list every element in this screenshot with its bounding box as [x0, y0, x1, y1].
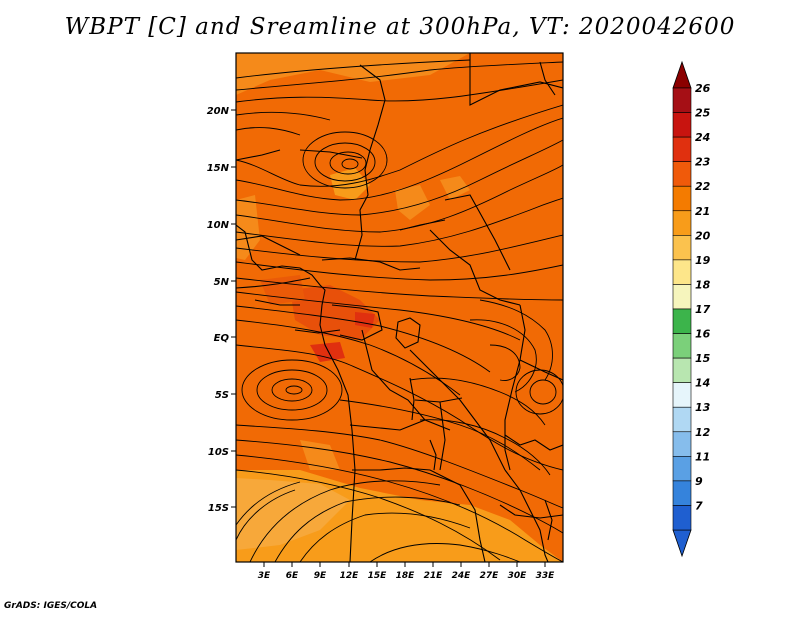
colorbar-cell	[672, 161, 692, 187]
footer-credit: GrADS: IGES/COLA	[4, 601, 98, 611]
colorbar-label: 16	[695, 328, 711, 341]
lon-label: 21E	[424, 571, 444, 581]
colorbar-cell	[672, 185, 692, 212]
lat-label: 15N	[207, 163, 230, 174]
colorbar-label: 21	[695, 205, 710, 218]
map-frame	[235, 52, 564, 563]
colorbar-label: 15	[695, 352, 711, 365]
wbpt-field	[236, 53, 563, 562]
colorbar-label: 9	[695, 475, 703, 488]
colorbar-label: 24	[695, 131, 710, 144]
lon-label: 18E	[396, 571, 416, 581]
chart-title: WBPT [C] and Sreamline at 300hPa, VT: 20…	[64, 14, 736, 40]
colorbar: 26 25 24 23 22 21 20 19 18 17 16 15 14 13 12 11 9 7	[672, 60, 711, 558]
colorbar-cell	[672, 456, 692, 482]
colorbar-max-arrow	[672, 60, 692, 89]
lakes	[395, 317, 437, 471]
lon-label: 30E	[508, 571, 528, 581]
lat-label: 10N	[207, 220, 230, 231]
colorbar-cell	[672, 406, 692, 433]
colorbar-label: 25	[695, 107, 711, 120]
lon-label: 6E	[286, 571, 299, 581]
colorbar-cell	[672, 480, 692, 506]
lat-label: 10S	[208, 447, 229, 458]
colorbar-cell	[672, 87, 692, 113]
colorbar-label: 23	[695, 156, 711, 169]
coastlines	[236, 53, 563, 562]
colorbar-cell	[672, 259, 692, 285]
lat-axis: 20N 15N 10N 5N EQ 5S 10S 15S	[207, 106, 236, 514]
colorbar-cell	[672, 112, 692, 138]
colorbar-label: 7	[695, 499, 703, 512]
colorbar-cell	[672, 357, 692, 383]
lon-label: 15E	[368, 571, 388, 581]
lon-axis: 3E 6E 9E 12E 15E 18E 21E 24E 27E 30E 33E	[258, 562, 555, 581]
colorbar-min-arrow	[672, 529, 692, 558]
colorbar-cell	[672, 431, 692, 457]
colorbar-label: 14	[695, 377, 710, 390]
colorbar-label: 12	[695, 426, 711, 439]
colorbar-label: 20	[695, 229, 711, 242]
colorbar-cell	[672, 210, 692, 236]
colorbar-cell	[672, 308, 692, 334]
colorbar-cell	[672, 284, 692, 310]
colorbar-label: 18	[695, 278, 711, 291]
colorbar-cell	[672, 235, 692, 261]
colorbar-label: 17	[695, 303, 711, 316]
lon-label: 9E	[314, 571, 327, 581]
lat-label: 5N	[214, 277, 230, 288]
lat-label: 15S	[208, 503, 229, 514]
colorbar-label: 13	[695, 401, 711, 414]
lon-label: 24E	[452, 571, 472, 581]
colorbar-label: 11	[695, 450, 710, 463]
colorbar-cell	[672, 333, 692, 359]
lon-label: 27E	[480, 571, 500, 581]
lat-label: 20N	[207, 106, 230, 117]
lat-label: 5S	[215, 390, 229, 401]
colorbar-cell	[672, 382, 692, 408]
colorbar-cell	[672, 136, 692, 162]
lon-label: 12E	[340, 571, 360, 581]
colorbar-cell	[672, 505, 692, 531]
lat-label: EQ	[214, 333, 230, 344]
colorbar-label: 22	[695, 180, 711, 193]
colorbar-label: 19	[695, 254, 711, 267]
lon-label: 33E	[536, 571, 556, 581]
colorbar-label: 26	[695, 82, 711, 95]
lon-label: 3E	[258, 571, 271, 581]
